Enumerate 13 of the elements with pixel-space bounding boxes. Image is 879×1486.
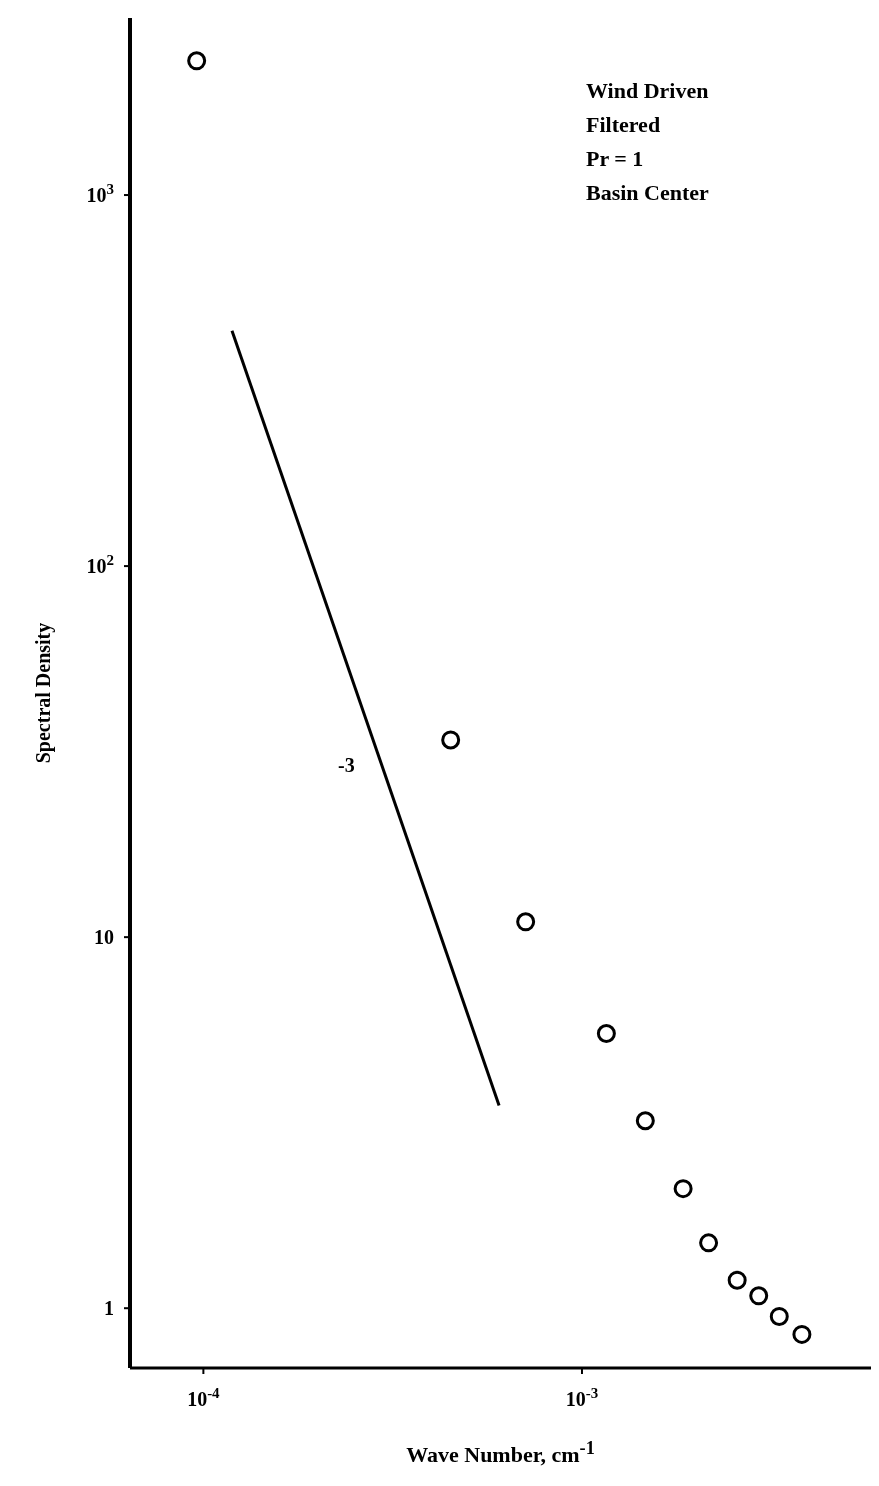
y-tick-label: 10$^{2}$: [86, 552, 114, 578]
annotation: -3: [338, 754, 355, 777]
annotation: Pr = 1: [586, 145, 645, 173]
y-tick-label: 10: [94, 926, 114, 949]
y-axis-title: Spectral Density: [32, 622, 55, 764]
y-tick-label: 10$^{3}$: [86, 181, 114, 207]
annotation: Basin Center: [586, 179, 709, 207]
annotation: Wind Driven: [586, 77, 709, 105]
x-tick-label: 10$^{-3}$: [565, 1385, 599, 1410]
annotation: Filtered: [586, 111, 662, 139]
y-tick-label: 1: [104, 1297, 114, 1320]
x-axis-title: Wave Number, cm$^{-1}$: [405, 1438, 596, 1469]
x-tick-label: 10$^{-4}$: [187, 1385, 221, 1410]
